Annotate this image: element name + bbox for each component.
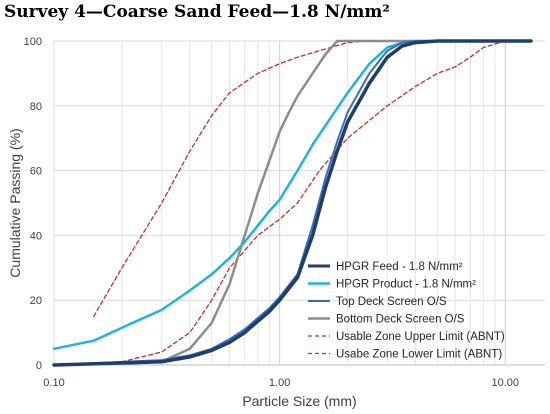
x-tick-label: 0.10 — [43, 377, 64, 389]
series-lines — [52, 39, 533, 367]
x-tick-label: 1.00 — [269, 377, 290, 389]
legend: HPGR Feed - 1.8 N/mm² HPGR Product - 1.8 … — [308, 261, 505, 361]
grid-lines — [53, 40, 545, 366]
x-axis-title: Particle Size (mm) — [242, 393, 356, 409]
y-tick-label: 80 — [30, 101, 42, 113]
y-axis-title: Cumulative Passing (%) — [7, 128, 23, 277]
legend-label: Top Deck Screen O/S — [336, 296, 447, 308]
y-tick-label: 20 — [30, 295, 42, 307]
axes: 0 20 40 60 80 100 0.10 1.00 10.00 — [24, 36, 545, 389]
series-line — [52, 39, 533, 367]
x-tick-label: 10.00 — [492, 377, 520, 389]
legend-label: HPGR Product - 1.8 N/mm² — [336, 279, 476, 291]
legend-label: Usable Zone Upper Limit (ABNT) — [336, 331, 505, 343]
series-line — [52, 39, 533, 367]
chart-title: Survey 4—Coarse Sand Feed—1.8 N/mm² — [4, 2, 390, 22]
series-line — [93, 40, 506, 366]
y-tick-label: 100 — [24, 36, 42, 48]
y-tick-label: 40 — [30, 230, 42, 242]
y-tick-label: 60 — [30, 166, 42, 178]
series-line — [52, 39, 533, 351]
legend-label: Usabe Zone Lower Limit (ABNT) — [336, 349, 502, 361]
legend-label: HPGR Feed - 1.8 N/mm² — [336, 261, 463, 273]
legend-label: Bottom Deck Screen O/S — [336, 314, 465, 326]
y-tick-label: 0 — [36, 360, 42, 372]
